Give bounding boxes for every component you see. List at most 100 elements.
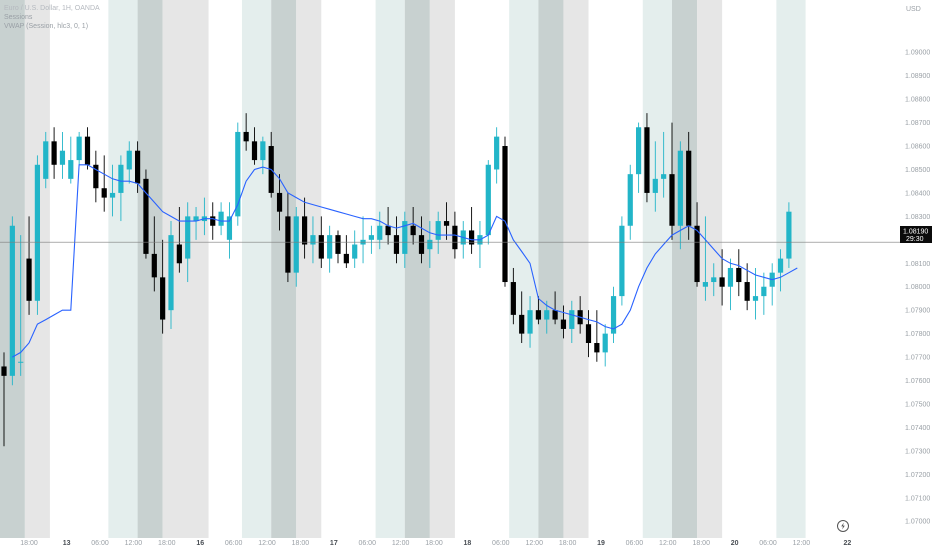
candle-body[interactable] (59, 150, 66, 165)
candle-body[interactable] (452, 225, 458, 250)
candle-body[interactable] (610, 296, 617, 334)
replay-icon[interactable] (837, 520, 849, 532)
candle-body[interactable] (109, 192, 116, 198)
candle-body[interactable] (101, 188, 107, 198)
candle-body[interactable] (427, 239, 433, 250)
candle-body[interactable] (302, 216, 308, 245)
time-tick-label: 06:00 (492, 540, 510, 547)
candle-body[interactable] (193, 216, 199, 222)
candle-body[interactable] (443, 221, 450, 226)
candle-body[interactable] (76, 136, 82, 161)
session-band-dark (404, 0, 430, 538)
candle-body[interactable] (494, 136, 500, 170)
candle-body[interactable] (669, 174, 675, 226)
candle-body[interactable] (84, 136, 91, 165)
candle-body[interactable] (126, 150, 132, 170)
candle-body[interactable] (527, 310, 533, 334)
candle-body[interactable] (251, 141, 258, 161)
candle-body[interactable] (777, 258, 784, 273)
candle-body[interactable] (18, 361, 24, 363)
candle-body[interactable] (377, 225, 383, 240)
candle-body[interactable] (727, 267, 734, 287)
candle-body[interactable] (327, 235, 333, 259)
candle-body[interactable] (786, 211, 792, 259)
candle-body[interactable] (43, 141, 49, 179)
candle-body[interactable] (594, 343, 600, 353)
legend-symbol[interactable]: Euro / U.S. Dollar, 1H, OANDA (4, 5, 100, 12)
candle-body[interactable] (26, 258, 32, 301)
candle-body[interactable] (552, 310, 558, 320)
candle-body[interactable] (318, 235, 324, 259)
candle-body[interactable] (502, 146, 508, 283)
candle-body[interactable] (402, 221, 408, 254)
candle-body[interactable] (636, 127, 642, 175)
candle-body[interactable] (260, 141, 266, 161)
price-axis[interactable]: 1.09000 1.08900 1.08800 1.08700 1.08600 1.085… (905, 50, 930, 526)
candle-body[interactable] (160, 277, 166, 320)
candle-body[interactable] (176, 244, 182, 264)
candle-body[interactable] (185, 216, 191, 259)
candle-body[interactable] (235, 131, 241, 217)
candle-body[interactable] (652, 178, 658, 193)
candle-body[interactable] (151, 253, 157, 278)
candle-body[interactable] (686, 150, 692, 226)
candle-body[interactable] (51, 141, 57, 165)
time-axis[interactable]: 18:00 13 06:00 12:00 18:00 16 06:00 12:00 18:00 1… (20, 540, 851, 547)
candle-body[interactable] (226, 216, 233, 240)
candles-layer[interactable] (1, 113, 792, 447)
candle-body[interactable] (418, 235, 425, 254)
candle-body[interactable] (677, 150, 683, 226)
candle-body[interactable] (661, 174, 667, 179)
candle-body[interactable] (761, 286, 767, 297)
candle-body[interactable] (385, 225, 391, 236)
candle-body[interactable] (560, 319, 567, 329)
candle-body[interactable] (627, 174, 633, 226)
candle-body[interactable] (68, 160, 74, 179)
candle-body[interactable] (310, 235, 316, 245)
candle-body[interactable] (243, 131, 249, 142)
candle-body[interactable] (711, 277, 717, 283)
candle-body[interactable] (719, 277, 725, 287)
candle-body[interactable] (352, 244, 358, 259)
candle-body[interactable] (135, 150, 141, 184)
candle-body[interactable] (143, 178, 149, 254)
candle-body[interactable] (619, 225, 625, 297)
candle-body[interactable] (544, 310, 550, 320)
candle-body[interactable] (435, 221, 441, 240)
candle-body[interactable] (752, 296, 759, 301)
candle-body[interactable] (93, 164, 99, 189)
candle-body[interactable] (335, 235, 341, 254)
candle-body[interactable] (118, 164, 124, 193)
candle-body[interactable] (585, 324, 592, 344)
candle-body[interactable] (510, 282, 516, 315)
candle-body[interactable] (1, 366, 7, 376)
candle-body[interactable] (469, 230, 475, 245)
legend-vwap[interactable]: VWAP (Session, hlc3, 0, 1) (4, 23, 89, 30)
candle-body[interactable] (368, 235, 374, 240)
candle-body[interactable] (744, 282, 750, 301)
chart-legend[interactable]: Euro / U.S. Dollar, 1H, OANDA Sessions V… (4, 4, 100, 31)
candle-body[interactable] (218, 211, 224, 226)
candle-body[interactable] (210, 216, 216, 226)
candle-body[interactable] (393, 235, 400, 254)
candle-body[interactable] (602, 333, 608, 353)
candle-body[interactable] (736, 267, 742, 283)
candle-body[interactable] (485, 164, 491, 236)
candle-body[interactable] (293, 216, 299, 273)
candle-body[interactable] (519, 314, 525, 334)
candle-body[interactable] (168, 235, 174, 311)
candle-body[interactable] (535, 310, 541, 320)
candle-body[interactable] (644, 127, 650, 193)
candle-body[interactable] (34, 164, 40, 301)
candle-body[interactable] (276, 192, 283, 212)
legend-sessions[interactable]: Sessions (4, 14, 33, 21)
candle-body[interactable] (694, 225, 700, 283)
candle-body[interactable] (9, 225, 15, 376)
candle-body[interactable] (702, 282, 708, 287)
candle-body[interactable] (410, 225, 416, 236)
candle-body[interactable] (285, 216, 291, 273)
candle-body[interactable] (569, 310, 575, 329)
candle-body[interactable] (343, 253, 349, 264)
